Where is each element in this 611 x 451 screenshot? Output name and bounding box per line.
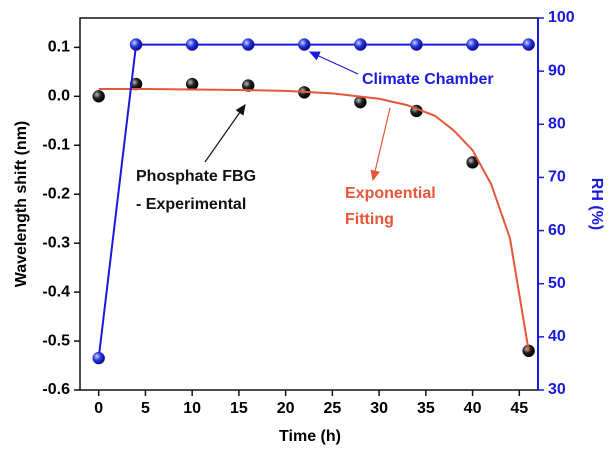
y-tick-label: 0.1 bbox=[48, 39, 70, 56]
y2-tick-label: 60 bbox=[548, 222, 566, 239]
annotation: Exponential bbox=[345, 185, 436, 202]
x-tick-label: 35 bbox=[417, 400, 435, 417]
arrow bbox=[204, 104, 246, 163]
x-tick-label: 25 bbox=[323, 400, 341, 417]
data-point bbox=[298, 38, 311, 51]
plot-area: 0 5 10 15 20 25 30 35 40 45 -0.6 -0.5 -0.4 -0.3 -0.2 -0… bbox=[42, 9, 574, 417]
x-tick-label: 45 bbox=[510, 400, 528, 417]
data-point bbox=[129, 77, 143, 91]
arrow bbox=[370, 107, 391, 182]
y2-tick-label: 70 bbox=[548, 169, 566, 186]
data-point bbox=[185, 77, 199, 91]
y2-tick-label: 40 bbox=[548, 328, 566, 345]
x-axis-title: Time (h) bbox=[279, 428, 341, 445]
y-tick-label: -0.4 bbox=[42, 283, 70, 300]
data-point bbox=[522, 38, 535, 51]
y2-tick-label: 100 bbox=[548, 9, 575, 26]
data-point bbox=[129, 38, 143, 51]
y-tick-label: -0.3 bbox=[42, 234, 70, 251]
data-point bbox=[92, 351, 105, 365]
y-tick-label: -0.5 bbox=[42, 332, 70, 349]
arrow bbox=[308, 51, 359, 75]
data-point bbox=[241, 79, 255, 92]
x-tick-label: 5 bbox=[141, 400, 150, 417]
data-point bbox=[185, 38, 199, 51]
series-line bbox=[98, 87, 530, 352]
y-tick-label: 0.0 bbox=[48, 88, 70, 105]
y-axis-title: Wavelength shift (nm) bbox=[13, 121, 30, 288]
y2-tick-label: 80 bbox=[548, 116, 566, 133]
annotation: Fitting bbox=[345, 211, 394, 228]
data-point bbox=[410, 38, 423, 51]
data-point bbox=[241, 38, 255, 51]
data-point bbox=[354, 38, 367, 51]
y-tick-label: -0.2 bbox=[42, 185, 70, 202]
x-tick-label: 15 bbox=[230, 400, 248, 417]
y2-tick-label: 50 bbox=[548, 275, 566, 292]
annotation: Phosphate FBG bbox=[136, 168, 256, 185]
x-tick-label: 30 bbox=[370, 400, 388, 417]
y2-tick-label: 30 bbox=[548, 381, 566, 398]
data-point bbox=[466, 38, 479, 51]
x-tick-label: 0 bbox=[94, 400, 103, 417]
y2-axis-title: RH (%) bbox=[588, 178, 605, 230]
x-tick-label: 20 bbox=[277, 400, 295, 417]
x-tick-label: 40 bbox=[464, 400, 482, 417]
y-tick-label: -0.6 bbox=[42, 381, 70, 398]
y-tick-label: -0.1 bbox=[42, 136, 70, 153]
x-tick-label: 10 bbox=[183, 400, 201, 417]
annotation: - Experimental bbox=[136, 196, 246, 213]
annotation: Climate Chamber bbox=[362, 71, 494, 88]
data-point bbox=[92, 90, 105, 103]
y2-tick-label: 90 bbox=[548, 62, 566, 79]
